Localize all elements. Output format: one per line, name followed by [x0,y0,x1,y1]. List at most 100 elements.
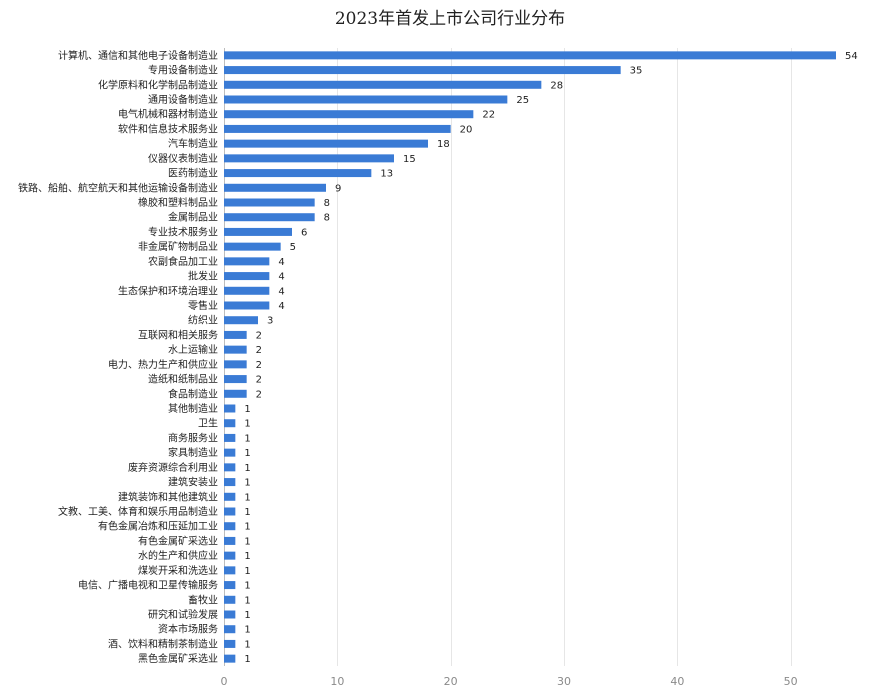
data-label: 1 [244,654,250,665]
x-tick-label: 0 [221,675,228,688]
data-label: 25 [516,95,529,106]
category-label: 互联网和相关服务 [138,328,218,341]
data-label: 3 [267,316,273,327]
bar [224,257,270,266]
data-label: 2 [256,330,262,341]
bar [224,95,508,104]
x-tick-label: 50 [784,675,798,688]
bar [224,463,236,472]
data-label: 4 [278,257,284,268]
category-label: 仪器仪表制造业 [148,152,218,165]
category-label: 有色金属冶炼和压延加工业 [98,520,218,533]
bar [224,581,236,590]
bar [224,433,236,442]
category-label: 专用设备制造业 [148,64,218,77]
bar [224,389,247,398]
category-label: 水的生产和供应业 [138,549,218,562]
category-label: 研究和试验发展 [148,608,218,621]
data-label: 1 [244,433,250,444]
grid-lines [224,48,792,666]
category-label: 金属制品业 [168,211,218,224]
data-label: 1 [244,404,250,415]
bar [224,154,394,163]
bar [224,110,474,119]
x-tick-label: 30 [557,675,571,688]
data-label: 6 [301,227,307,238]
bars [224,51,836,663]
data-label: 1 [244,419,250,430]
data-label: 54 [845,51,858,62]
category-label: 卫生 [198,417,218,430]
data-label: 20 [460,124,473,135]
category-label: 煤炭开采和洗选业 [138,564,218,577]
category-label: 其他制造业 [168,402,218,415]
category-label: 汽车制造业 [168,137,218,150]
data-label: 1 [244,639,250,650]
category-label: 造纸和纸制品业 [148,373,218,386]
category-label: 非金属矿物制品业 [138,240,218,253]
data-label: 2 [256,345,262,356]
bar [224,51,836,60]
bar [224,404,236,413]
data-label: 35 [630,66,643,77]
bar [224,213,315,222]
bar [224,595,236,604]
bar [224,551,236,560]
bar [224,639,236,648]
category-label: 专业技术服务业 [148,225,218,238]
data-label: 1 [244,478,250,489]
data-label: 1 [244,507,250,518]
category-label: 农副食品加工业 [148,255,218,268]
data-label: 4 [278,272,284,283]
data-label: 1 [244,522,250,533]
category-label: 电力、热力生产和供应业 [108,358,218,371]
bar [224,507,236,516]
category-label: 生态保护和环境治理业 [118,284,218,297]
bar [224,316,258,325]
bar [224,654,236,663]
category-label: 医药制造业 [168,167,218,180]
category-label: 铁路、船舶、航空航天和其他运输设备制造业 [18,181,218,194]
bar [224,301,270,310]
data-label: 1 [244,595,250,606]
data-label: 1 [244,625,250,636]
category-label: 软件和信息技术服务业 [118,122,218,135]
data-label: 1 [244,492,250,503]
data-label: 18 [437,139,450,150]
x-axis-ticks: 0 10 20 30 40 50 [221,675,798,688]
category-label: 电信、广播电视和卫星传输服务 [78,579,218,592]
data-label: 1 [244,463,250,474]
bar [224,169,372,178]
data-label: 5 [290,242,296,253]
data-label: 1 [244,448,250,459]
bar [224,227,292,236]
category-label: 酒、饮料和精制茶制造业 [108,637,218,650]
category-label: 商务服务业 [168,431,218,444]
data-label: 1 [244,551,250,562]
bar [224,272,270,281]
category-label: 黑色金属矿采选业 [138,652,218,665]
data-label: 28 [550,80,563,91]
bar [224,80,542,89]
category-label: 建筑安装业 [168,476,218,489]
category-label: 化学原料和化学制品制造业 [98,78,218,91]
data-label: 1 [244,610,250,621]
x-tick-label: 20 [444,675,458,688]
bar [224,345,247,354]
x-tick-label: 40 [670,675,684,688]
data-label: 2 [256,389,262,400]
bar [224,478,236,487]
bar [224,625,236,634]
category-label: 资本市场服务 [158,623,218,636]
bar [224,419,236,428]
category-label: 有色金属矿采选业 [138,534,218,547]
data-label: 9 [335,183,341,194]
bar [224,139,428,148]
category-label: 批发业 [188,270,218,283]
category-label: 纺织业 [188,314,218,327]
data-label: 1 [244,536,250,547]
category-label: 水上运输业 [168,343,218,356]
data-label: 2 [256,360,262,371]
bar [224,448,236,457]
